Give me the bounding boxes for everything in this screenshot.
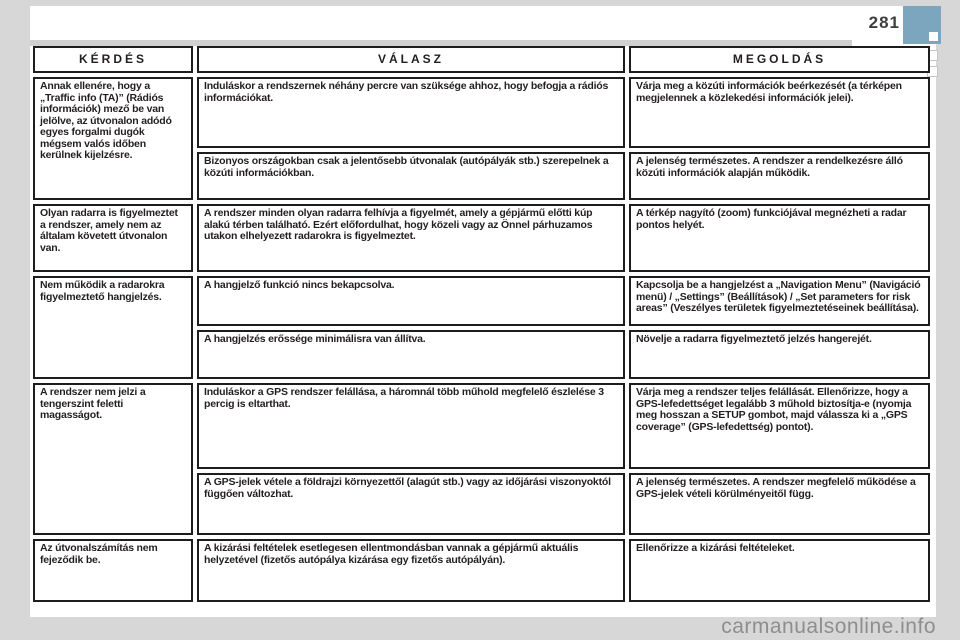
chapter-tab	[903, 6, 941, 44]
header-cell-question: KÉRDÉS	[33, 46, 193, 73]
answer-cell: A GPS-jelek vétele a földrajzi környezet…	[197, 473, 625, 535]
header-cell-answer: VÁLASZ	[197, 46, 625, 73]
answer-cell: Induláskor a GPS rendszer felállása, a h…	[197, 383, 625, 469]
question-cell: Olyan radarra is figyelmeztet a rendszer…	[33, 204, 193, 272]
answer-cell: A kizárási feltételek esetlegesen ellent…	[197, 539, 625, 602]
solution-cell: A jelenség természetes. A rendszer a ren…	[629, 152, 930, 200]
page-margin-top	[0, 0, 960, 6]
solution-cell: A jelenség természetes. A rendszer megfe…	[629, 473, 930, 535]
header-cell-solution: MEGOLDÁS	[629, 46, 930, 73]
solution-cell: Várja meg a közúti információk beérkezés…	[629, 77, 930, 148]
question-cell: Az útvonalszámítás nem fejeződik be.	[33, 539, 193, 602]
question-cell: A rendszer nem jelzi a tengerszint felet…	[33, 383, 193, 535]
answer-cell: A hangjelző funkció nincs bekapcsolva.	[197, 276, 625, 326]
chapter-tab-marker-square	[929, 32, 938, 41]
solution-cell: Kapcsolja be a hangjelzést a „Navigation…	[629, 276, 930, 326]
answer-cell: Induláskor a rendszernek néhány percre v…	[197, 77, 625, 148]
solution-cell: Ellenőrizze a kizárási feltételeket.	[629, 539, 930, 602]
question-cell: Nem működik a radarokra figyelmeztető ha…	[33, 276, 193, 379]
watermark: carmanualsonline.info	[721, 615, 936, 638]
solution-cell: A térkép nagyító (zoom) funkciójával meg…	[629, 204, 930, 272]
page-number: 281	[868, 13, 900, 32]
page-margin-bottom	[0, 617, 960, 640]
page-margin-left	[0, 0, 30, 640]
solution-cell: Növelje a radarra figyelmeztető jelzés h…	[629, 330, 930, 379]
answer-cell: A rendszer minden olyan radarra felhívja…	[197, 204, 625, 272]
answer-cell: Bizonyos országokban csak a jelentősebb …	[197, 152, 625, 200]
solution-cell: Várja meg a rendszer teljes felállását. …	[629, 383, 930, 469]
header-rule	[30, 40, 852, 46]
answer-cell: A hangjelzés erőssége minimálisra van ál…	[197, 330, 625, 379]
page-margin-right	[936, 0, 960, 640]
faq-table: KÉRDÉS VÁLASZ MEGOLDÁS Annak ellenére, h…	[33, 46, 930, 602]
question-cell: Annak ellenére, hogy a „Traffic info (TA…	[33, 77, 193, 200]
